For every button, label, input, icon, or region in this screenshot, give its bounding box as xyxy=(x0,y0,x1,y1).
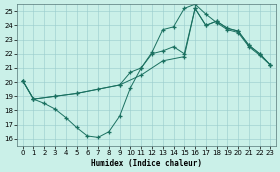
X-axis label: Humidex (Indice chaleur): Humidex (Indice chaleur) xyxy=(91,159,202,168)
